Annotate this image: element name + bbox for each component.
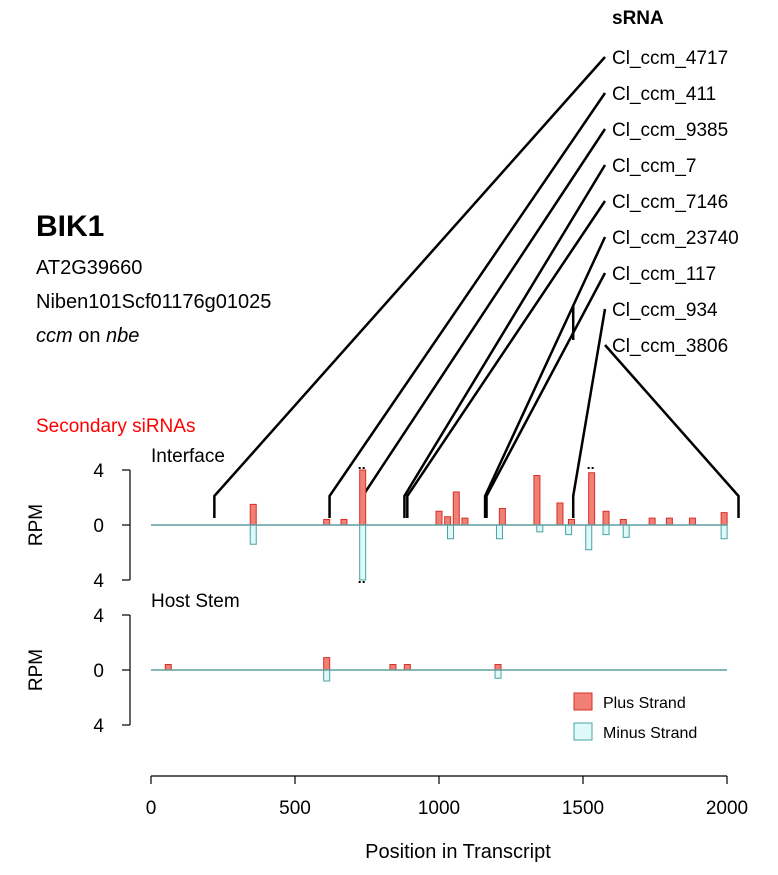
srna-label: Cl_ccm_23740	[612, 228, 739, 249]
interaction-on: on	[78, 325, 100, 347]
minus-strand-bar	[602, 524, 610, 536]
arabidopsis-id: AT2G39660	[36, 257, 142, 279]
plus-strand-bar	[494, 664, 502, 671]
plus-strand-bar	[602, 510, 610, 526]
legend-minus-label: Minus Strand	[603, 725, 697, 742]
minus-strand-bar	[565, 524, 573, 536]
gene-name: BIK1	[36, 210, 104, 243]
panel-interface: 4 0 4 RPM Interface	[26, 446, 728, 592]
plus-strand-bar	[461, 517, 469, 526]
y-tick-label: 4	[93, 571, 104, 592]
plus-strand-bar	[340, 519, 348, 526]
x-tick-label: 0	[146, 798, 157, 819]
interaction-species-b: nbe	[106, 325, 139, 347]
srna-connector	[483, 236, 607, 518]
srna-connector	[406, 200, 607, 518]
benthamiana-id: Niben101Scf01176g01025	[36, 291, 271, 313]
y-tick-label: 4	[93, 461, 104, 482]
panel-title: Interface	[151, 446, 225, 467]
panel-host-stem: 4 0 4 RPM Host Stem	[26, 591, 727, 737]
legend: Plus Strand Minus Strand	[573, 692, 697, 742]
plus-strand-bar	[359, 469, 367, 526]
srna-connector	[485, 272, 607, 518]
minus-strand-bar	[323, 669, 331, 682]
srna-label: Cl_ccm_117	[612, 264, 716, 285]
interaction-species-a: ccm	[36, 325, 73, 347]
minus-strand-bar	[249, 524, 257, 545]
plus-strand-bar	[323, 519, 331, 526]
y-axis-label: RPM	[26, 504, 47, 546]
plus-strand-bar	[323, 657, 331, 671]
srna-header: sRNA	[612, 8, 664, 29]
plus-strand-bar	[444, 516, 452, 526]
interaction-label: ccm on nbe	[36, 325, 139, 347]
srna-connector	[604, 344, 740, 518]
legend-minus-swatch	[573, 722, 593, 741]
srna-connector	[403, 164, 607, 518]
panel-title: Host Stem	[151, 591, 240, 612]
plus-strand-bar	[498, 508, 506, 526]
srna-connector	[571, 308, 607, 518]
x-tick-label: 2000	[706, 798, 748, 819]
x-tick-label: 1000	[418, 798, 460, 819]
plus-strand-bar	[533, 475, 541, 526]
plus-strand-bar	[164, 664, 172, 671]
plus-strand-bar	[249, 503, 257, 526]
minus-strand-bar	[359, 524, 367, 581]
plus-strand-bar	[403, 664, 411, 671]
plus-strand-bar	[389, 664, 397, 671]
plus-strand-bar	[648, 517, 656, 526]
secondary-sirnas-label: Secondary siRNAs	[36, 416, 195, 437]
x-axis: 0 500 1000 1500 2000	[146, 775, 748, 819]
minus-strand-bar	[622, 524, 630, 538]
y-tick-label: 4	[93, 606, 104, 627]
srna-label: Cl_ccm_7	[612, 156, 696, 177]
y-axis-label: RPM	[26, 649, 47, 691]
minus-strand-bar	[495, 524, 503, 540]
y-tick-label: 0	[93, 661, 104, 682]
srna-label: Cl_ccm_934	[612, 300, 718, 321]
minus-strand-bar	[447, 524, 455, 540]
plus-strand-bar	[619, 519, 627, 526]
plus-strand-bar	[435, 510, 443, 526]
plus-strand-bar	[556, 502, 564, 526]
x-tick-label: 500	[279, 798, 311, 819]
srna-label: Cl_ccm_9385	[612, 120, 728, 141]
srna-connector	[213, 56, 606, 518]
plus-strand-bar	[588, 472, 596, 526]
plus-strand-bar	[665, 517, 673, 526]
srna-connector	[361, 128, 607, 518]
x-axis-label: Position in Transcript	[365, 841, 551, 863]
plus-strand-bar	[688, 517, 696, 526]
srna-connector	[328, 92, 607, 518]
srna-label: Cl_ccm_4717	[612, 48, 728, 69]
y-tick-label: 4	[93, 716, 104, 737]
srna-label: Cl_ccm_3806	[612, 336, 728, 357]
srna-label: Cl_ccm_7146	[612, 192, 728, 213]
y-tick-label: 0	[93, 516, 104, 537]
plus-strand-bar	[452, 491, 460, 526]
plus-strand-bar	[567, 519, 575, 526]
minus-strand-bar	[720, 524, 728, 540]
minus-strand-bar	[494, 669, 502, 679]
plus-strand-bar	[720, 512, 728, 526]
legend-plus-label: Plus Strand	[603, 695, 686, 712]
x-tick-label: 1500	[562, 798, 604, 819]
srna-label: Cl_ccm_411	[612, 84, 716, 105]
legend-plus-swatch	[573, 692, 593, 711]
srna-label-list: Cl_ccm_4717 Cl_ccm_411 Cl_ccm_9385 Cl_ccm_7…	[612, 48, 739, 357]
minus-strand-bar	[585, 524, 593, 551]
minus-strand-bar	[536, 524, 544, 533]
